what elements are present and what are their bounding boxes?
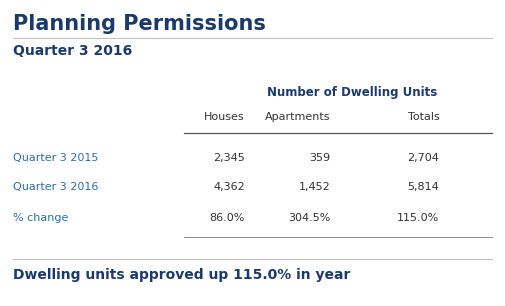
Text: 2,704: 2,704 bbox=[408, 153, 439, 163]
Text: Number of Dwelling Units: Number of Dwelling Units bbox=[267, 86, 437, 99]
Text: 4,362: 4,362 bbox=[213, 182, 245, 192]
Text: Planning Permissions: Planning Permissions bbox=[13, 14, 266, 34]
Text: Totals: Totals bbox=[408, 112, 439, 122]
Text: Quarter 3 2015: Quarter 3 2015 bbox=[13, 153, 98, 163]
Text: Quarter 3 2016: Quarter 3 2016 bbox=[13, 44, 132, 58]
Text: Houses: Houses bbox=[205, 112, 245, 122]
Text: 86.0%: 86.0% bbox=[210, 213, 245, 223]
Text: 115.0%: 115.0% bbox=[397, 213, 439, 223]
Text: Dwelling units approved up 115.0% in year: Dwelling units approved up 115.0% in yea… bbox=[13, 268, 350, 282]
Text: 304.5%: 304.5% bbox=[288, 213, 331, 223]
Text: Apartments: Apartments bbox=[265, 112, 331, 122]
Text: % change: % change bbox=[13, 213, 68, 223]
Text: 5,814: 5,814 bbox=[408, 182, 439, 192]
Text: Quarter 3 2016: Quarter 3 2016 bbox=[13, 182, 98, 192]
Text: 2,345: 2,345 bbox=[213, 153, 245, 163]
Text: 1,452: 1,452 bbox=[299, 182, 331, 192]
Text: 359: 359 bbox=[310, 153, 331, 163]
